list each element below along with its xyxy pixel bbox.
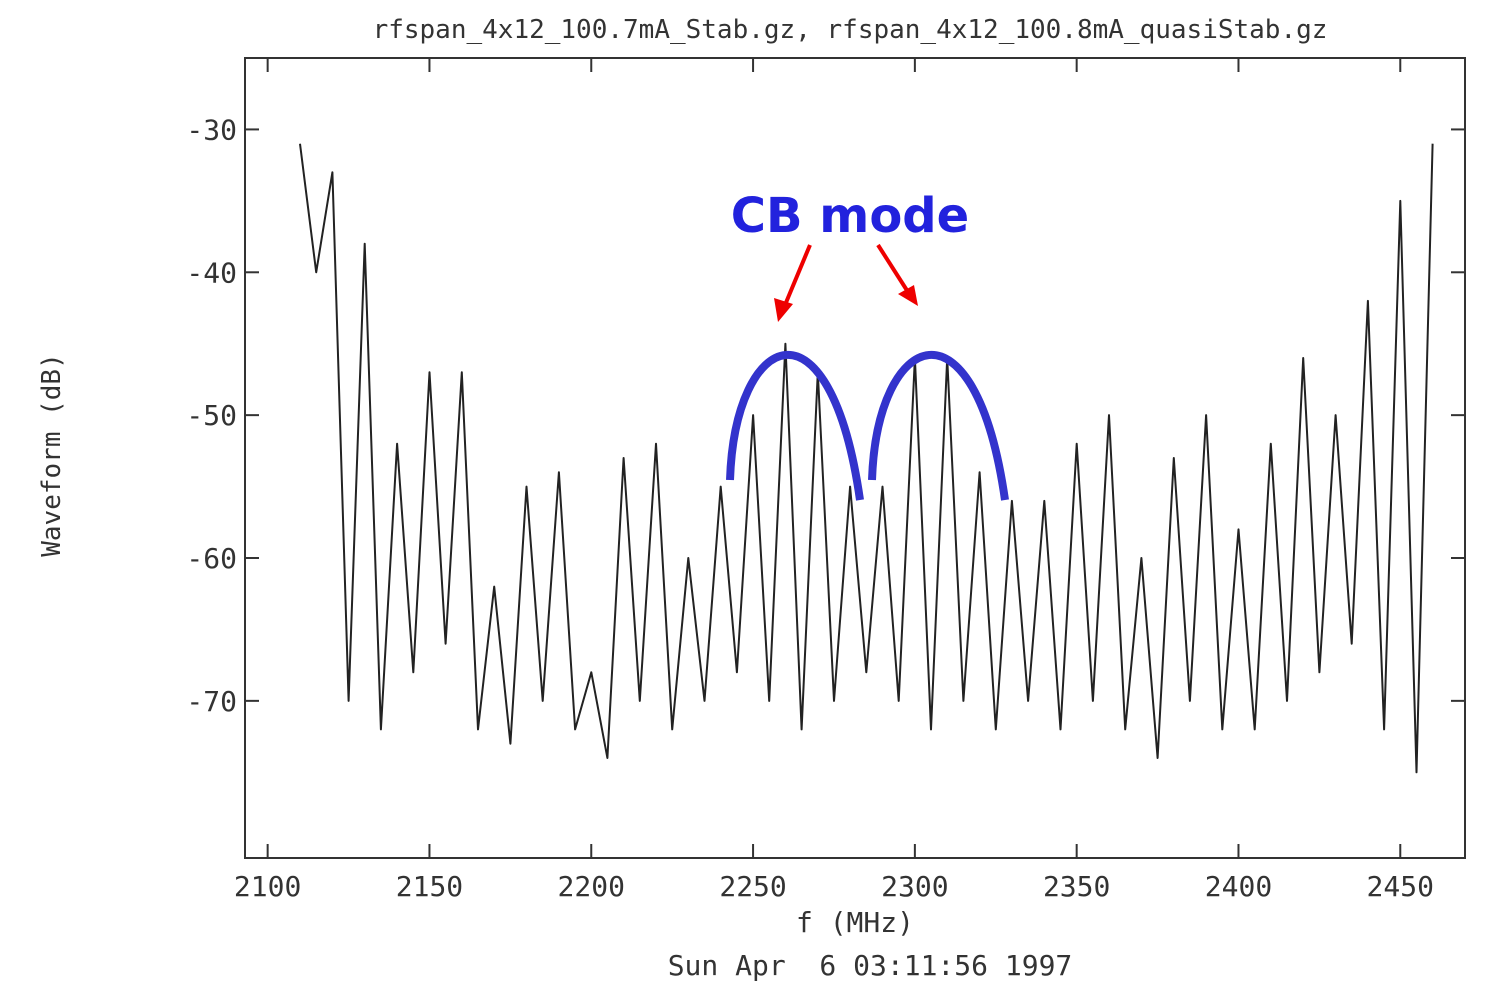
y-tick-label: -60 [186,542,237,575]
spectrum-line [299,143,1434,774]
y-axis-label: Waveform (dB) [37,353,67,557]
x-tick-label: 2250 [719,870,786,903]
y-tick-label: -30 [186,113,237,146]
chart-title: rfspan_4x12_100.7mA_Stab.gz, rfspan_4x12… [373,15,1328,45]
cb-arc [726,351,864,501]
x-tick-label: 2150 [396,870,463,903]
annotation: CB mode [731,188,969,244]
x-tick-label: 2300 [881,870,948,903]
arrow [783,244,812,306]
arrow [876,243,910,294]
x-tick-label: 2400 [1205,870,1272,903]
x-tick-label: 2450 [1367,870,1434,903]
cb-arc [868,351,1009,501]
plot-frame [244,57,1466,859]
x-tick-label: 2350 [1043,870,1110,903]
arrow-head [774,298,793,322]
x-tick-label: 2200 [558,870,625,903]
arrow-head [898,285,918,306]
y-tick-label: -40 [186,256,237,289]
y-tick-label: -70 [186,685,237,718]
x-tick-label: 2100 [234,870,301,903]
y-tick-label: -50 [186,399,237,432]
x-axis-label: f (MHz) [796,906,914,939]
footer: Sun Apr 6 03:11:56 1997 [668,949,1073,981]
